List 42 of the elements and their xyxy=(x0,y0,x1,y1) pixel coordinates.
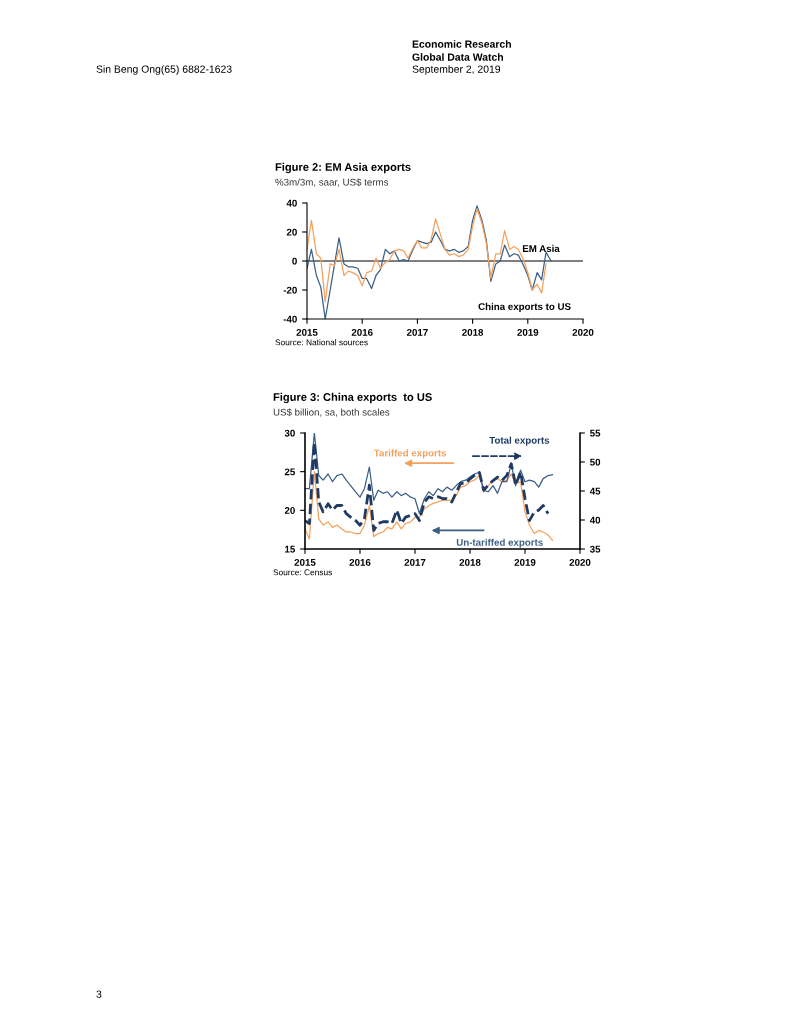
y-tick-label: 15 xyxy=(285,545,296,553)
y2-tick-label: 55 xyxy=(590,429,601,437)
x-tick-label: 2018 xyxy=(462,328,484,336)
y2-tick-label: 35 xyxy=(589,545,601,553)
y-tick-label: 20 xyxy=(286,228,297,236)
y-tick-label: -40 xyxy=(283,315,297,323)
source-note: Source: Census xyxy=(273,569,332,576)
x-tick-label: 2016 xyxy=(349,558,371,566)
series-label: China exports to US xyxy=(478,302,571,312)
text: 3 xyxy=(96,990,102,998)
chart-subtitle: %3m/3m, saar, US$ terms xyxy=(275,178,389,187)
text: Total exports xyxy=(489,436,550,446)
text: September 2, 2019 xyxy=(412,65,501,75)
chart-title: Figure 2: EM Asia exports xyxy=(275,162,411,174)
series-label: EM Asia xyxy=(522,244,560,253)
text: Global Data Watch xyxy=(412,53,503,61)
x-tick-label: 2015 xyxy=(294,558,316,566)
x-tick-label: 2020 xyxy=(569,558,591,566)
text: Economic Research xyxy=(412,40,511,48)
text: Sin Beng Ong(65) 6882-1623 xyxy=(96,65,232,75)
chart-title: Figure 3: China exports to US xyxy=(273,392,432,404)
y-tick-label: 30 xyxy=(284,429,295,437)
y-tick-label: 20 xyxy=(284,507,295,514)
y2-tick-label: 50 xyxy=(590,458,601,466)
x-tick-label: 2016 xyxy=(351,328,373,336)
text: Un-tariffed exports xyxy=(456,538,543,548)
text: Tariffed exports xyxy=(373,449,447,459)
x-tick-label: 2015 xyxy=(296,328,318,336)
y-tick-label: 0 xyxy=(292,257,297,265)
y-tick-label: -20 xyxy=(283,286,297,294)
x-tick-label: 2019 xyxy=(517,328,539,336)
chart-subtitle: US$ billion, sa, both scales xyxy=(273,408,390,417)
y2-tick-label: 45 xyxy=(589,487,601,495)
x-tick-label: 2017 xyxy=(406,328,428,336)
source-note: Source: National sources xyxy=(275,339,368,346)
x-tick-label: 2020 xyxy=(572,328,594,336)
y-tick-label: 40 xyxy=(286,199,297,207)
x-tick-label: 2018 xyxy=(459,558,481,566)
y-tick-label: 25 xyxy=(284,468,296,476)
y2-tick-label: 40 xyxy=(589,516,601,524)
x-tick-label: 2017 xyxy=(404,558,426,566)
x-tick-label: 2019 xyxy=(514,558,536,566)
